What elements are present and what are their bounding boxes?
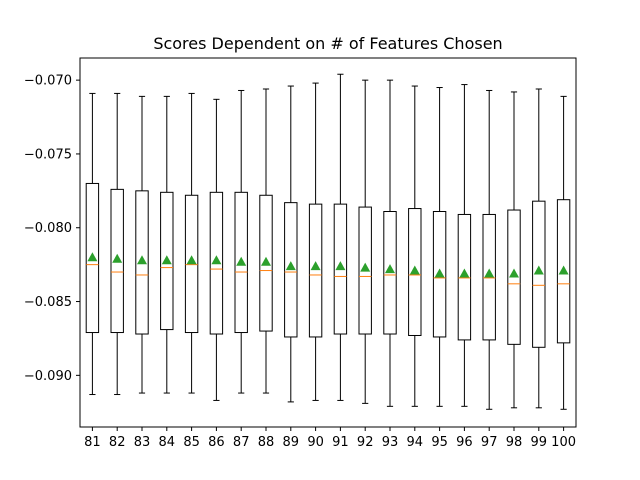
mean-marker [558, 265, 569, 275]
x-tick-label: 91 [332, 435, 349, 450]
box-82 [110, 92, 124, 396]
mean-marker [509, 268, 519, 278]
x-tick-label: 92 [357, 435, 374, 450]
y-tick-label: −0.090 [24, 369, 72, 384]
mean-marker [137, 255, 147, 265]
x-tick-label: 94 [407, 435, 424, 450]
box-98 [507, 91, 521, 409]
axes-frame [79, 57, 577, 428]
box-86 [209, 98, 224, 401]
mean-marker [261, 256, 271, 266]
iqr-box [482, 213, 496, 341]
box-89 [284, 85, 298, 403]
iqr-box [110, 188, 124, 334]
x-tick-label: 90 [307, 435, 324, 450]
iqr-box [457, 213, 472, 341]
x-tick-label: 83 [134, 435, 151, 450]
box-99 [532, 88, 546, 409]
plot-area [85, 73, 571, 410]
box-90 [308, 82, 323, 401]
x-tick-label: 85 [183, 435, 200, 450]
iqr-box [333, 203, 348, 335]
x-tick-label: 96 [456, 435, 473, 450]
box-94 [408, 85, 422, 407]
box-93 [383, 79, 397, 407]
x-tick-label: 95 [431, 435, 448, 450]
mean-marker [335, 261, 346, 271]
mean-marker [211, 255, 222, 265]
box-87 [234, 89, 248, 394]
x-tick-label: 100 [551, 435, 576, 450]
y-axis: −0.070 −0.075 −0.080 −0.085 −0.090 [24, 74, 80, 384]
mean-marker [285, 261, 296, 271]
x-tick-label: 86 [208, 435, 225, 450]
x-tick-label: 87 [233, 435, 250, 450]
iqr-box [259, 194, 273, 332]
iqr-box [160, 191, 174, 331]
iqr-box [234, 191, 248, 334]
x-tick-label: 99 [531, 435, 548, 450]
mean-marker [186, 255, 197, 265]
iqr-box [284, 202, 298, 338]
x-tick-label: 82 [109, 435, 126, 450]
y-tick-label: −0.085 [24, 295, 72, 310]
box-96 [457, 84, 472, 407]
iqr-box [184, 194, 199, 334]
chart-title: Scores Dependent on # of Features Chosen [153, 34, 502, 53]
box-92 [358, 79, 372, 404]
x-axis: 81 82 83 84 85 86 87 88 89 90 91 92 93 94 95 96 97 98 99 10… [84, 427, 576, 450]
box-84 [160, 95, 174, 394]
iqr-box [408, 208, 422, 336]
mean-marker [360, 262, 371, 272]
mean-marker [161, 255, 172, 265]
x-tick-label: 88 [258, 435, 275, 450]
iqr-box [135, 190, 149, 335]
x-tick-label: 97 [481, 435, 498, 450]
x-tick-label: 89 [283, 435, 300, 450]
box-85 [184, 92, 199, 394]
x-tick-label: 98 [506, 435, 523, 450]
box-95 [432, 87, 447, 407]
iqr-box [308, 203, 323, 338]
y-tick-label: −0.075 [24, 147, 72, 162]
mean-marker [236, 256, 247, 266]
iqr-box [556, 199, 571, 344]
iqr-box [532, 200, 546, 348]
iqr-box [85, 182, 100, 334]
mean-marker [112, 253, 123, 263]
box-91 [333, 73, 348, 401]
box-83 [135, 95, 149, 394]
mean-marker [385, 264, 395, 274]
iqr-box [358, 206, 372, 335]
mean-marker [533, 265, 544, 275]
iqr-box [432, 211, 447, 338]
mean-marker [434, 268, 445, 278]
y-tick-label: −0.080 [24, 221, 72, 236]
iqr-box [507, 209, 521, 345]
x-tick-label: 81 [84, 435, 101, 450]
mean-marker [87, 252, 98, 262]
mean-marker [409, 265, 420, 275]
box-81 [85, 92, 100, 396]
iqr-box [209, 191, 224, 335]
mean-marker [459, 268, 470, 278]
box-100 [556, 95, 571, 410]
iqr-box [383, 211, 397, 335]
x-tick-label: 93 [382, 435, 399, 450]
box-97 [482, 89, 496, 410]
box-88 [259, 88, 273, 394]
mean-marker [484, 268, 495, 278]
y-tick-label: −0.070 [24, 74, 72, 89]
x-tick-label: 84 [159, 435, 176, 450]
mean-marker [310, 261, 321, 271]
